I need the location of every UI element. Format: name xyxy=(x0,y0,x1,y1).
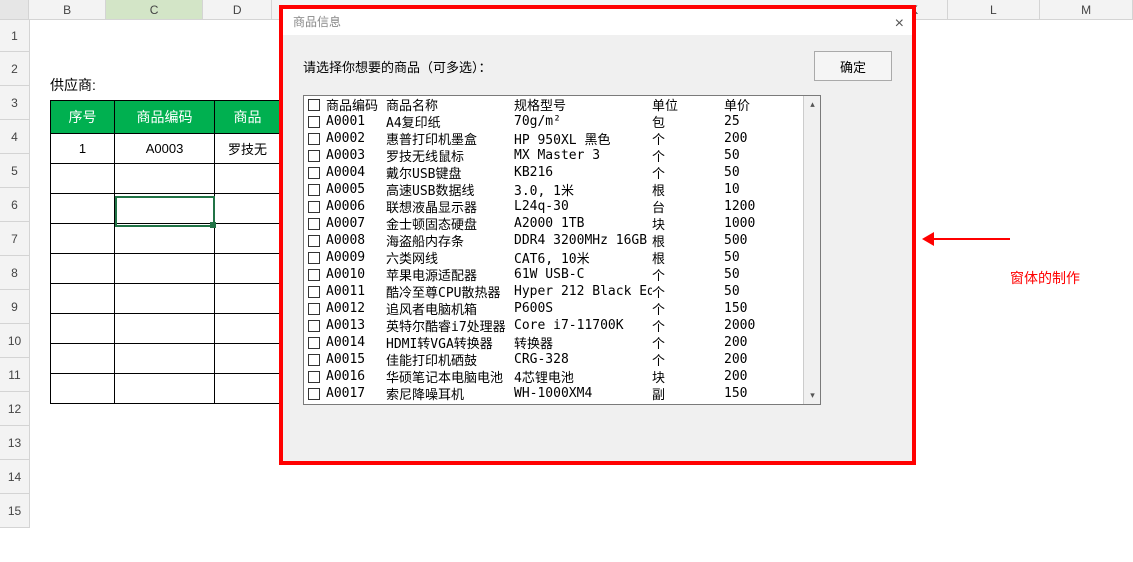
row-header-1[interactable]: 1 xyxy=(0,20,30,52)
table-row[interactable] xyxy=(51,254,281,284)
row-header-7[interactable]: 7 xyxy=(0,222,30,256)
list-item[interactable]: A0011酷冷至尊CPU散热器Hyper 212 Black Ed个50 xyxy=(304,283,803,300)
col-header-m[interactable]: M xyxy=(1040,0,1133,19)
table-row[interactable] xyxy=(51,344,281,374)
checkbox-icon[interactable] xyxy=(308,252,320,264)
th-code: 商品编码 xyxy=(115,101,215,134)
row-header-8[interactable]: 8 xyxy=(0,256,30,290)
checkbox-icon[interactable] xyxy=(308,116,320,128)
corner-cell[interactable] xyxy=(0,0,29,19)
row-header-10[interactable]: 10 xyxy=(0,324,30,358)
checkbox-icon[interactable] xyxy=(308,150,320,162)
row-header-9[interactable]: 9 xyxy=(0,290,30,324)
checkbox-icon[interactable] xyxy=(308,303,320,315)
cell-name[interactable]: 罗技无 xyxy=(215,134,281,164)
scrollbar[interactable]: ▴ ▾ xyxy=(803,96,820,404)
col-header-l[interactable]: L xyxy=(948,0,1041,19)
row-header-5[interactable]: 5 xyxy=(0,154,30,188)
close-icon[interactable]: × xyxy=(895,11,904,37)
th-no: 序号 xyxy=(51,101,115,134)
row-header-4[interactable]: 4 xyxy=(0,120,30,154)
table-row[interactable] xyxy=(51,224,281,254)
table-row[interactable] xyxy=(51,284,281,314)
th-name: 商品 xyxy=(215,101,281,134)
row-header-14[interactable]: 14 xyxy=(0,460,30,494)
row-header-2[interactable]: 2 xyxy=(0,52,30,86)
list-item[interactable]: A0017索尼降噪耳机WH-1000XM4副150 xyxy=(304,385,803,402)
list-item[interactable]: A0007金士顿固态硬盘A2000 1TB块1000 xyxy=(304,215,803,232)
checkbox-icon[interactable] xyxy=(308,167,320,179)
checkbox-icon[interactable] xyxy=(308,99,320,111)
prompt-text: 请选择你想要的商品（可多选）： xyxy=(303,57,492,76)
table-row[interactable]: 1 A0003 罗技无 xyxy=(51,134,281,164)
checkbox-icon[interactable] xyxy=(308,388,320,400)
row-header-12[interactable]: 12 xyxy=(0,392,30,426)
list-item[interactable]: A0015佳能打印机硒鼓CRG-328个200 xyxy=(304,351,803,368)
supplier-label: 供应商: xyxy=(50,75,96,95)
list-item[interactable]: A0004戴尔USB键盘KB216个50 xyxy=(304,164,803,181)
list-item[interactable]: A0016华硕笔记本电脑电池4芯锂电池块200 xyxy=(304,368,803,385)
cell-code[interactable]: A0003 xyxy=(115,134,215,164)
checkbox-icon[interactable] xyxy=(308,201,320,213)
list-item[interactable]: A0010苹果电源适配器61W USB-C个50 xyxy=(304,266,803,283)
table-row[interactable] xyxy=(51,314,281,344)
checkbox-icon[interactable] xyxy=(308,235,320,247)
list-item[interactable]: A0005高速USB数据线3.0, 1米根10 xyxy=(304,181,803,198)
checkbox-icon[interactable] xyxy=(308,286,320,298)
products-table: 序号 商品编码 商品 1 A0003 罗技无 xyxy=(50,100,281,404)
product-dialog: 商品信息 × 请选择你想要的商品（可多选）： 确定 商品编码商品名称规格型号单位… xyxy=(279,5,916,465)
dialog-titlebar[interactable]: 商品信息 × xyxy=(283,9,912,35)
list-item[interactable]: A0006联想液晶显示器L24q-30台1200 xyxy=(304,198,803,215)
scroll-down-icon[interactable]: ▾ xyxy=(805,388,820,403)
product-listbox[interactable]: 商品编码商品名称规格型号单位单价A0001A4复印纸70g/m²包25A0002… xyxy=(303,95,821,405)
list-item[interactable]: A0013英特尔酷睿i7处理器Core i7-11700K个2000 xyxy=(304,317,803,334)
checkbox-icon[interactable] xyxy=(308,184,320,196)
table-row[interactable] xyxy=(51,194,281,224)
list-item[interactable]: A0009六类网线CAT6, 10米根50 xyxy=(304,249,803,266)
row-header-3[interactable]: 3 xyxy=(0,86,30,120)
row-header-15[interactable]: 15 xyxy=(0,494,30,528)
cell-no[interactable]: 1 xyxy=(51,134,115,164)
list-item[interactable]: A0001A4复印纸70g/m²包25 xyxy=(304,113,803,130)
checkbox-icon[interactable] xyxy=(308,337,320,349)
list-item[interactable]: A0012追风者电脑机箱P600S个150 xyxy=(304,300,803,317)
col-header-c[interactable]: C xyxy=(106,0,203,19)
table-row[interactable] xyxy=(51,374,281,404)
list-item[interactable]: A0002惠普打印机墨盒HP 950XL 黑色个200 xyxy=(304,130,803,147)
dialog-title-text: 商品信息 xyxy=(293,15,341,29)
row-header-13[interactable]: 13 xyxy=(0,426,30,460)
checkbox-icon[interactable] xyxy=(308,354,320,366)
row-header-11[interactable]: 11 xyxy=(0,358,30,392)
row-header-6[interactable]: 6 xyxy=(0,188,30,222)
row-headers: 1 2 3 4 5 6 7 8 9 10 11 12 13 14 15 xyxy=(0,20,30,528)
annotation-text: 窗体的制作 xyxy=(1010,268,1080,288)
list-item[interactable]: 商品编码商品名称规格型号单位单价 xyxy=(304,96,803,113)
list-item[interactable]: A0008海盗船内存条DDR4 3200MHz 16GB根500 xyxy=(304,232,803,249)
checkbox-icon[interactable] xyxy=(308,133,320,145)
list-item[interactable]: A0003罗技无线鼠标MX Master 3个50 xyxy=(304,147,803,164)
col-header-b[interactable]: B xyxy=(29,0,106,19)
checkbox-icon[interactable] xyxy=(308,269,320,281)
scroll-up-icon[interactable]: ▴ xyxy=(805,97,820,112)
checkbox-icon[interactable] xyxy=(308,320,320,332)
table-row[interactable] xyxy=(51,164,281,194)
ok-button[interactable]: 确定 xyxy=(814,51,892,81)
col-header-d[interactable]: D xyxy=(203,0,273,19)
checkbox-icon[interactable] xyxy=(308,218,320,230)
list-item[interactable]: A0014HDMI转VGA转换器转换器个200 xyxy=(304,334,803,351)
checkbox-icon[interactable] xyxy=(308,371,320,383)
annotation-arrow-line xyxy=(930,238,1010,240)
